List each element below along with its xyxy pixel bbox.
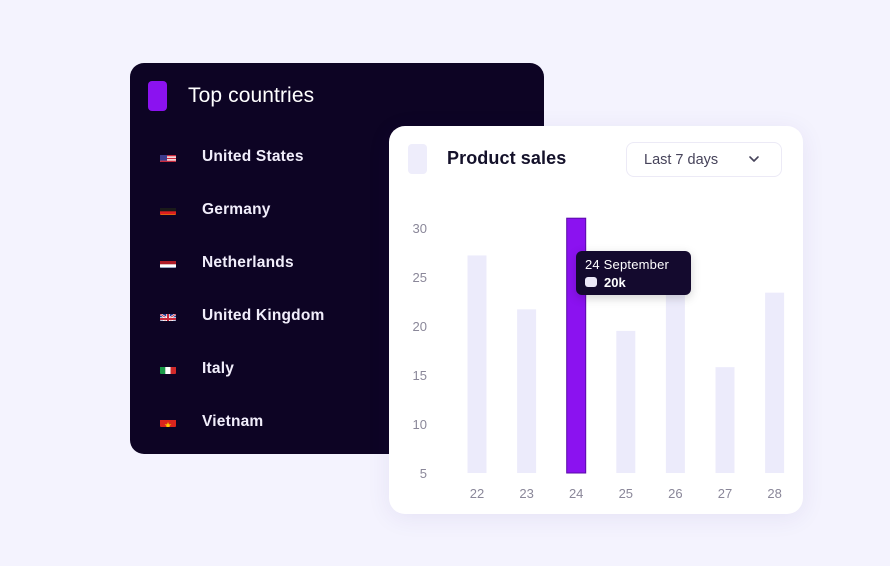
bar-28[interactable] bbox=[765, 292, 785, 473]
date-range-select[interactable]: Last 7 days bbox=[626, 142, 782, 177]
top-countries-header: Top countries bbox=[148, 81, 314, 111]
country-name: Netherlands bbox=[202, 254, 294, 271]
vietnam-flag-icon bbox=[160, 417, 176, 427]
product-sales-color-swatch bbox=[408, 144, 427, 174]
netherlands-flag-icon bbox=[160, 258, 176, 268]
y-tick-label: 10 bbox=[413, 417, 427, 432]
y-tick-label: 25 bbox=[413, 270, 427, 285]
tooltip-legend-swatch bbox=[585, 277, 597, 287]
top-countries-color-swatch bbox=[148, 81, 167, 111]
date-range-selected-value: Last 7 days bbox=[644, 151, 719, 168]
y-tick-label: 30 bbox=[413, 221, 427, 236]
tooltip-value: 20k bbox=[604, 275, 626, 290]
bar-26[interactable] bbox=[665, 291, 685, 473]
x-tick-label: 28 bbox=[767, 486, 781, 501]
x-tick-label: 22 bbox=[470, 486, 484, 501]
chart-tooltip: 24 September 20k bbox=[576, 251, 691, 295]
country-name: United Kingdom bbox=[202, 307, 325, 324]
product-sales-bar-chart: 30 25 20 15 10 5 22 23 24 25 26 27 28 bbox=[413, 217, 785, 501]
top-countries-title: Top countries bbox=[188, 84, 315, 107]
italy-flag-icon bbox=[160, 364, 176, 374]
x-tick-label: 24 bbox=[569, 486, 583, 501]
bar-25[interactable] bbox=[616, 330, 636, 473]
uk-flag-icon bbox=[160, 311, 176, 321]
product-sales-title: Product sales bbox=[447, 148, 567, 168]
x-tick-label: 27 bbox=[718, 486, 732, 501]
us-flag-icon bbox=[160, 152, 176, 162]
country-name: Vietnam bbox=[202, 413, 264, 430]
country-item-united-kingdom[interactable]: United Kingdom bbox=[130, 296, 390, 336]
tooltip-date: 24 September bbox=[585, 257, 670, 272]
country-item-germany[interactable]: Germany bbox=[130, 190, 390, 230]
x-tick-label: 23 bbox=[519, 486, 533, 501]
bar-27[interactable] bbox=[715, 367, 735, 473]
y-tick-label: 20 bbox=[413, 319, 427, 334]
country-item-united-states[interactable]: United States bbox=[130, 137, 390, 177]
country-name: Italy bbox=[202, 360, 235, 377]
country-name: United States bbox=[202, 148, 304, 165]
country-item-vietnam[interactable]: Vietnam bbox=[130, 402, 390, 442]
germany-flag-icon bbox=[160, 205, 176, 215]
x-tick-label: 25 bbox=[619, 486, 633, 501]
y-tick-label: 15 bbox=[413, 368, 427, 383]
bar-22[interactable] bbox=[467, 255, 487, 473]
bar-23[interactable] bbox=[517, 309, 537, 473]
x-tick-label: 26 bbox=[668, 486, 682, 501]
country-item-italy[interactable]: Italy bbox=[130, 349, 390, 389]
product-sales-card: Product sales Last 7 days 30 25 20 15 10 5 22 2… bbox=[389, 126, 803, 514]
chevron-down-icon bbox=[749, 156, 759, 162]
y-tick-label: 5 bbox=[420, 466, 427, 481]
country-item-netherlands[interactable]: Netherlands bbox=[130, 243, 390, 283]
country-name: Germany bbox=[202, 201, 271, 218]
